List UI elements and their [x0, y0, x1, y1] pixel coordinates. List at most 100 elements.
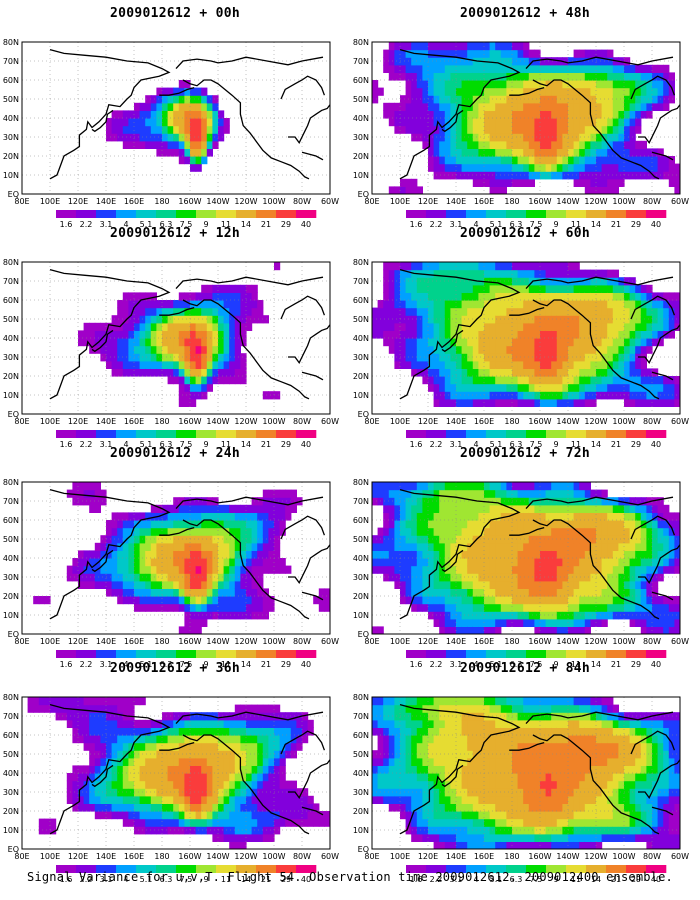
x-tick-label: 80W: [643, 417, 661, 426]
colorbar-swatch: [586, 650, 607, 658]
x-tick-label: 120W: [234, 197, 257, 206]
coastline: [49, 48, 171, 180]
y-tick-label: 30N: [353, 133, 369, 142]
colorbar-swatch: [156, 210, 177, 218]
colorbar-swatch: [276, 650, 297, 658]
colorbar-swatch: [406, 210, 427, 218]
x-tick-label: 80W: [293, 852, 311, 861]
colorbar-swatch: [176, 650, 197, 658]
colorbar-label: 40: [651, 875, 661, 884]
colorbar-label: 7.5: [180, 220, 193, 229]
y-tick-label: 60N: [353, 731, 369, 740]
y-tick-label: 40N: [353, 114, 369, 123]
x-tick-label: 120E: [418, 852, 438, 861]
panel-title: 2009012612 + 24h: [109, 446, 241, 461]
colorbar-swatch: [506, 210, 527, 218]
y-tick-label: 70N: [3, 277, 19, 286]
y-tick-label: 70N: [353, 57, 369, 66]
map-plot: 80E 100E 120E 140E 160E 180 160W 140W 120W 100W 80…: [3, 258, 339, 449]
colorbar-swatch: [176, 210, 197, 218]
colorbar-label: 4: [123, 875, 128, 884]
colorbar-label: 2.2: [430, 440, 443, 449]
colorbar-swatch: [256, 430, 277, 438]
panel-72h: 2009012612 + 72h 80E 100E 120E 140E 160E 180 16…: [350, 440, 700, 669]
colorbar-swatch: [546, 865, 567, 873]
y-tick-label: 60N: [3, 516, 19, 525]
colorbar-swatch: [276, 210, 297, 218]
colorbar-swatch: [296, 865, 317, 873]
map-frame: [21, 696, 331, 850]
x-tick-label: 160E: [124, 852, 144, 861]
map-plot: 80E 100E 120E 140E 160E 180 160W 140W 120W 100W 80…: [353, 693, 689, 884]
x-tick-label: 120W: [234, 417, 257, 426]
map-plot: 80E 100E 120E 140E 160E 180 160W 140W 120W 100W 80…: [3, 478, 339, 669]
panel-48h: 2009012612 + 48h 80E 100E 120E 140E 160E 180 16…: [350, 0, 700, 229]
coastline: [49, 268, 171, 400]
colorbar-swatch: [236, 430, 257, 438]
panel-12h: 2009012612 + 12h 80E 100E 120E 140E 160E 180 16…: [0, 220, 350, 449]
colorbar-label: 14: [591, 875, 601, 884]
colorbar-swatch: [486, 210, 507, 218]
y-tick-label: 70N: [353, 497, 369, 506]
x-tick-label: 80W: [643, 637, 661, 646]
colorbar-swatch: [646, 430, 667, 438]
y-tick-label: 50N: [353, 535, 369, 544]
coastline: [509, 86, 545, 96]
colorbar-label: 2.2: [80, 875, 93, 884]
coastline: [525, 276, 674, 290]
colorbar-label: 6.3: [160, 660, 173, 669]
x-tick-label: 160W: [178, 852, 201, 861]
colorbar-swatch: [116, 430, 137, 438]
coastline: [159, 526, 195, 536]
map-plot: 80E 100E 120E 140E 160E 180 160W 140W 120W 100W 80…: [3, 38, 339, 229]
colorbar-swatch: [296, 650, 317, 658]
map-frame: [21, 41, 331, 195]
coastline: [182, 79, 310, 180]
y-tick-label: 20N: [3, 592, 19, 601]
x-tick-label: 100W: [262, 852, 285, 861]
colorbar-label: 3.1: [450, 220, 463, 229]
panel-00h: 2009012612 + 00h 80E 100E 120E 140E 160E 180 16…: [0, 0, 350, 229]
x-tick-label: 100W: [612, 197, 635, 206]
y-tick-label: 60N: [3, 76, 19, 85]
x-tick-label: 120W: [584, 637, 607, 646]
coastline: [49, 488, 171, 620]
colorbar-swatch: [56, 650, 77, 658]
colorbar-swatch: [446, 430, 467, 438]
colorbar-label: 14: [241, 220, 251, 229]
colorbar-label: 14: [241, 660, 251, 669]
y-tick-label: 10N: [353, 391, 369, 400]
coastline: [532, 79, 660, 180]
y-tick-label: 80N: [353, 258, 369, 267]
x-tick-label: 180: [504, 852, 519, 861]
colorbar-label: 9: [553, 875, 558, 884]
colorbar-label: 7.5: [530, 660, 543, 669]
x-tick-label: 160W: [528, 852, 551, 861]
map-frame: [21, 481, 331, 635]
y-tick-label: EQ: [358, 410, 369, 419]
y-tick-label: 50N: [353, 750, 369, 759]
colorbar-label: 4: [473, 660, 478, 669]
colorbar-label: 21: [611, 660, 621, 669]
colorbar-label: 6.3: [160, 875, 173, 884]
colorbar-label: 9: [553, 440, 558, 449]
colorbar-swatch: [236, 650, 257, 658]
colorbar-swatch: [486, 430, 507, 438]
x-tick-label: 120E: [68, 417, 88, 426]
x-tick-label: 60W: [671, 852, 689, 861]
colorbar-label: 9: [553, 660, 558, 669]
colorbar-label: 4: [473, 220, 478, 229]
colorbar-swatch: [606, 210, 627, 218]
colorbar-swatch: [646, 210, 667, 218]
x-tick-label: 100E: [40, 417, 60, 426]
coastline: [91, 329, 114, 353]
colorbar-swatch: [546, 210, 567, 218]
y-tick-label: 50N: [353, 95, 369, 104]
x-tick-label: 140E: [96, 197, 116, 206]
x-tick-label: 80W: [643, 852, 661, 861]
colorbar-swatch: [626, 210, 647, 218]
coastline: [441, 764, 464, 788]
colorbar-swatch: [626, 865, 647, 873]
y-tick-label: EQ: [358, 845, 369, 854]
colorbar-label: 1.6: [410, 875, 423, 884]
